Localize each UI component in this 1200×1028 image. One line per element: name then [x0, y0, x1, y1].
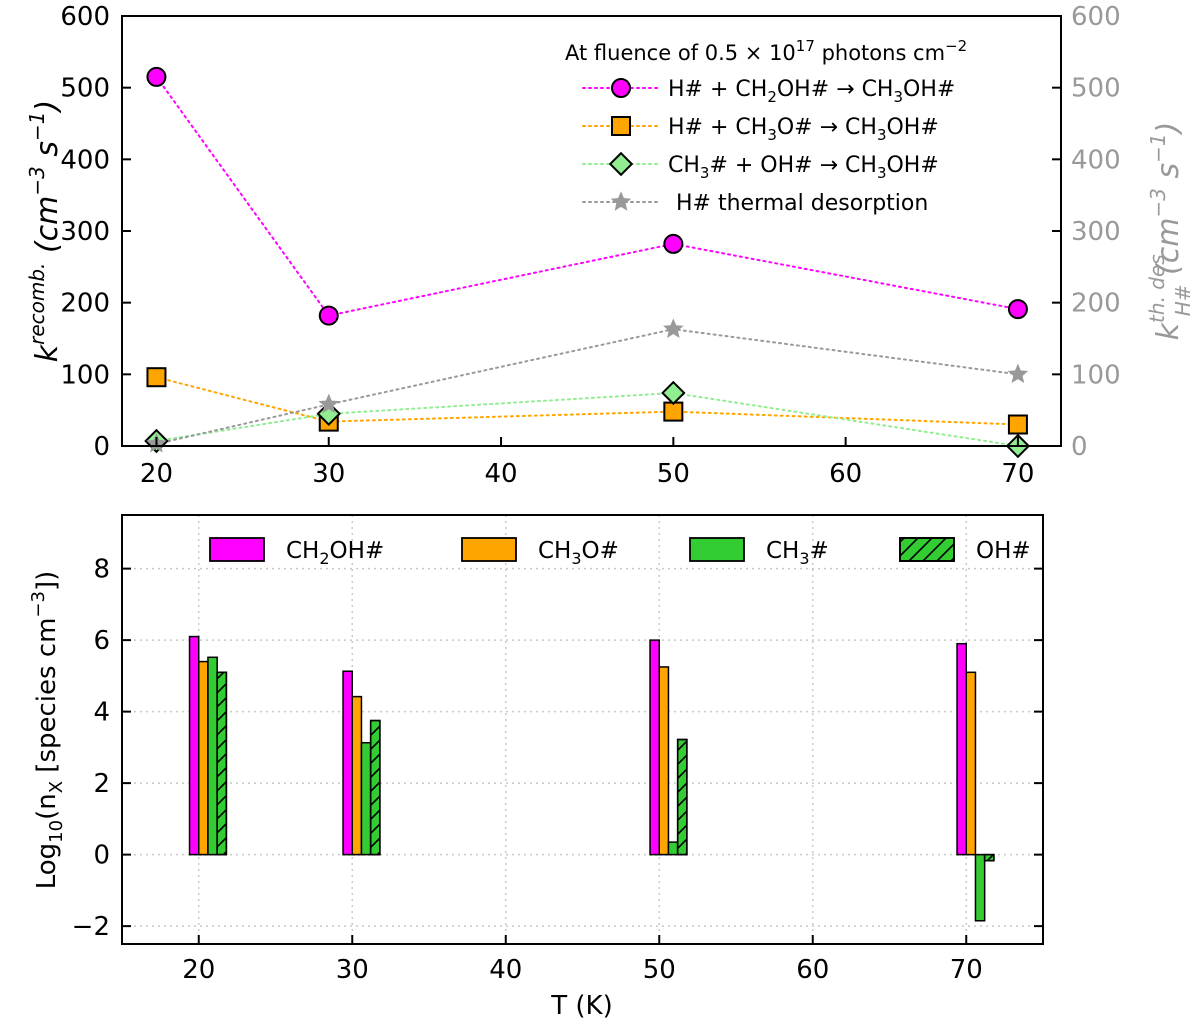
- series-3-point: [318, 393, 340, 414]
- series-2-point: [316, 401, 341, 426]
- bar-CH3#: [974, 853, 986, 922]
- y-tick-right-label: 200: [1071, 289, 1121, 319]
- y-tick-label: −2: [72, 912, 110, 942]
- bar-hatch-OH#: [676, 738, 688, 856]
- bottom-y-ticks: −2 0 2 4 6 8: [72, 555, 1043, 942]
- x-tick-label: 40: [484, 459, 517, 489]
- legend-marker: [608, 151, 634, 177]
- x-tick-label: 40: [489, 955, 522, 985]
- bottom-y-label: Log10(nX [species cm−3]): [28, 571, 67, 890]
- y-tick-right-label: 300: [1071, 217, 1121, 247]
- y-tick-left-label: 400: [60, 145, 110, 175]
- bottom-legend: CH2OH# CH3O# CH3# OH#: [209, 537, 1031, 568]
- series-0-point: [663, 233, 684, 254]
- bar-CH2OH#: [956, 642, 967, 856]
- y-tick-label: 2: [93, 769, 110, 799]
- legend-swatch: [461, 537, 517, 562]
- bar-CH2OH#: [188, 635, 200, 856]
- top-y-ticks-left: 0 100 200 300 400 500 600: [60, 2, 131, 462]
- series-2-point: [661, 380, 686, 406]
- legend-label: CH3# + OH# → CH3OH#: [668, 153, 939, 182]
- legend-label: H# + CH2OH# → CH3OH#: [668, 77, 955, 106]
- top-series-lines: [155, 75, 1019, 446]
- x-tick-label: 60: [796, 955, 829, 985]
- series-3-point: [1007, 363, 1029, 384]
- y-tick-label: 0: [93, 841, 110, 871]
- bottom-plot-frame: [121, 514, 1044, 945]
- legend-swatch: [209, 537, 265, 562]
- x-tick-label: 70: [950, 955, 983, 985]
- x-tick-label: 50: [657, 459, 690, 489]
- series-3-point: [663, 318, 684, 338]
- x-tick-label: 70: [1001, 459, 1034, 489]
- legend-label: H# thermal desorption: [676, 191, 928, 216]
- bottom-x-label: T (K): [550, 991, 612, 1021]
- series-line-0: [155, 75, 1019, 317]
- bottom-bars: [188, 635, 995, 922]
- bar-hatch-OH#: [369, 719, 381, 856]
- legend-label: CH3O#: [538, 538, 619, 568]
- top-x-ticks: 20 30 40 50 60 70: [140, 437, 1034, 489]
- y-tick-right-label: 500: [1071, 74, 1121, 104]
- series-0-point: [1007, 299, 1028, 320]
- legend-label: H# + CH3O# → CH3OH#: [668, 115, 939, 144]
- legend-title: At fluence of 0.5 × 1017 photons cm−2: [565, 37, 967, 65]
- x-tick-label: 50: [643, 955, 676, 985]
- bottom-grid: [122, 515, 1043, 944]
- top-series-markers: [144, 66, 1031, 459]
- series-1-point: [663, 401, 684, 422]
- bar-CH3O#: [198, 660, 209, 856]
- bar-CH3#: [667, 841, 679, 856]
- legend-marker: [610, 191, 632, 211]
- bar-CH3#: [207, 656, 218, 856]
- y-tick-left-label: 500: [60, 74, 110, 104]
- legend-label: OH#: [976, 538, 1031, 564]
- y-tick-left-label: 200: [60, 289, 110, 319]
- y-tick-right-label: 0: [1071, 432, 1088, 462]
- y-tick-left-label: 600: [60, 2, 110, 32]
- bar-hatch-OH#: [983, 853, 995, 862]
- top-legend: At fluence of 0.5 × 1017 photons cm−2 H#…: [565, 37, 967, 216]
- legend-label: CH2OH#: [286, 538, 384, 568]
- bottom-x-ticks: 20 30 40 50 60 70: [182, 935, 983, 985]
- y-tick-label: 6: [93, 626, 110, 656]
- y-tick-right-label: 600: [1071, 2, 1121, 32]
- legend-marker: [611, 78, 631, 98]
- y-tick-left-label: 0: [93, 432, 110, 462]
- y-tick-label: 8: [93, 555, 110, 585]
- top-y-ticks-right: 0 100 200 300 400 500 600: [1052, 2, 1121, 462]
- legend-label: CH3#: [766, 538, 829, 568]
- bar-CH3#: [360, 741, 372, 856]
- bar-CH3O#: [351, 695, 363, 856]
- series-1-point: [1007, 414, 1028, 435]
- legend-swatch: [689, 537, 745, 562]
- bar-CH2OH#: [342, 670, 354, 856]
- top-y-left-label: krecomb. (cm−3 s−1): [25, 100, 65, 363]
- top-y-right-label: kth. des H# (cm−3 s−1): [1145, 122, 1195, 341]
- bottom-bar-chart: 20 30 40 50 60 70 −2 0 2 4 6 8 T (K) Log10(nX [spe…: [28, 514, 1044, 1021]
- y-tick-right-label: 400: [1071, 145, 1121, 175]
- legend-swatch-hatch: [899, 537, 955, 562]
- y-tick-left-label: 300: [60, 217, 110, 247]
- series-0-point: [318, 305, 339, 326]
- x-tick-label: 60: [829, 459, 862, 489]
- bar-hatch-OH#: [216, 671, 228, 856]
- x-tick-label: 30: [312, 459, 345, 489]
- series-line-1: [155, 376, 1019, 426]
- legend-marker: [611, 116, 631, 136]
- bar-CH3O#: [658, 666, 670, 856]
- x-tick-label: 20: [182, 955, 215, 985]
- series-line-3: [155, 328, 1019, 445]
- bar-CH2OH#: [649, 639, 660, 856]
- x-tick-label: 20: [140, 459, 173, 489]
- y-tick-label: 4: [93, 698, 110, 728]
- y-tick-right-label: 100: [1071, 360, 1121, 390]
- series-0-point: [146, 66, 167, 87]
- series-1-point: [146, 367, 167, 388]
- y-tick-left-label: 100: [60, 360, 110, 390]
- bar-CH3O#: [965, 671, 977, 856]
- top-line-chart: 20 30 40 50 60 70 0 100 200 300 400 500 600 0 100 200…: [25, 2, 1195, 489]
- x-tick-label: 30: [336, 955, 369, 985]
